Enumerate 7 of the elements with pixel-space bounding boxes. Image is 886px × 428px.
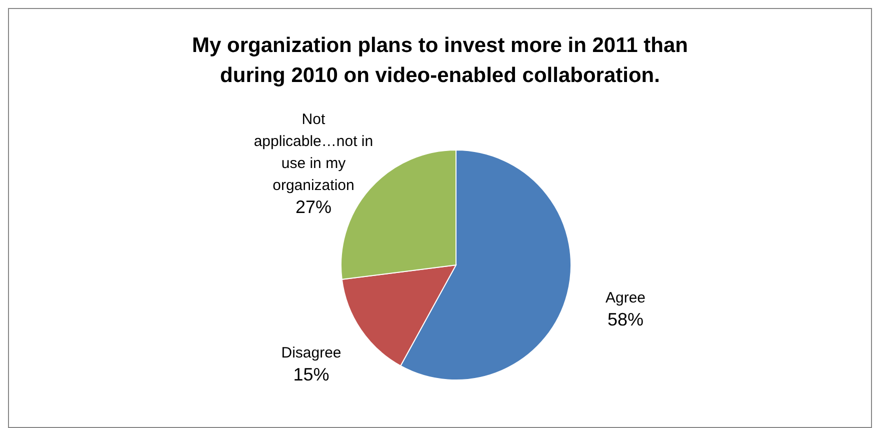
chart-title: My organization plans to invest more in 2011 than during 2010 on video-enabled collaboration. <box>191 33 689 89</box>
data-label: 15% <box>293 364 330 384</box>
data-label: 58% <box>607 310 644 330</box>
data-label: 27% <box>295 197 332 217</box>
slice-label: Agree <box>605 289 646 306</box>
slice-label: Not applicable…not in use in my organization <box>254 110 374 194</box>
slice-label: Disagree <box>281 344 342 361</box>
